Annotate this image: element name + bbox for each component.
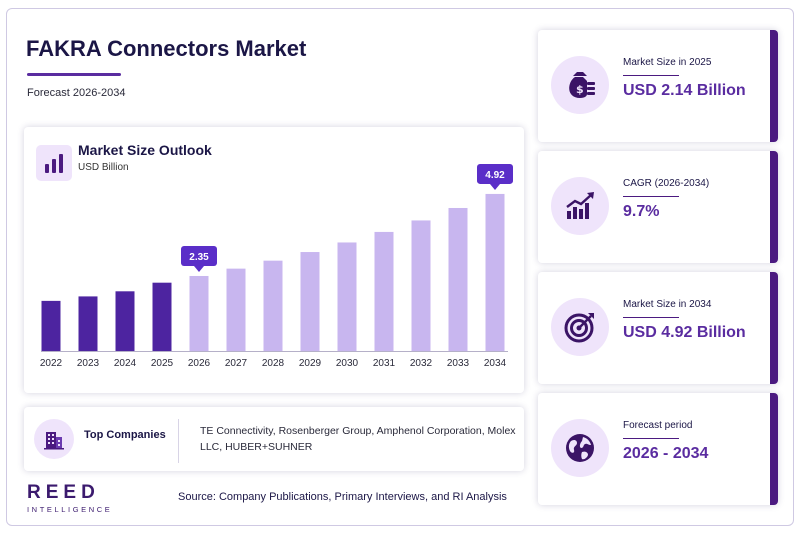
source-note: Source: Company Publications, Primary In… xyxy=(178,491,507,503)
kpi-value: USD 2.14 Billion xyxy=(623,82,746,99)
bar-2032 xyxy=(411,220,431,351)
callout-label: 4.92 xyxy=(485,170,505,181)
bar-2034 xyxy=(485,193,505,351)
page-subtitle: Forecast 2026-2034 xyxy=(27,87,126,99)
x-tick-label: 2028 xyxy=(262,358,285,369)
brand-logo: REED INTELLIGENCE xyxy=(27,482,112,514)
x-tick-label: 2034 xyxy=(484,358,507,369)
chart-card: Market Size Outlook USD Billion 2022 2023… xyxy=(24,127,524,393)
x-tick-label: 2027 xyxy=(225,358,248,369)
kpi-value: 2026 - 2034 xyxy=(623,445,709,462)
chart-title: Market Size Outlook xyxy=(78,142,212,158)
bar-2023 xyxy=(78,296,98,351)
x-tick-label: 2030 xyxy=(336,358,359,369)
x-tick-label: 2023 xyxy=(77,358,100,369)
top-companies-label: Top Companies xyxy=(84,429,166,441)
svg-text:$: $ xyxy=(576,83,584,96)
bar-2026 xyxy=(189,275,209,351)
kpi-underline xyxy=(623,317,679,318)
brand-name: REED xyxy=(27,482,100,503)
chart-unit: USD Billion xyxy=(78,162,129,173)
bar-2025 xyxy=(152,282,172,351)
kpi-card-market-size-2025: $ Market Size in 2025 USD 2.14 Billion xyxy=(538,30,778,142)
kpi-underline xyxy=(623,75,679,76)
bar-2031 xyxy=(374,231,394,351)
bar-2028 xyxy=(263,260,283,351)
bar-chart: 2022 2023 2024 2025 2026 2027 2028 2029 2030 2031… xyxy=(40,163,513,369)
kpi-label: Market Size in 2025 xyxy=(623,57,712,68)
globe-icon xyxy=(551,419,609,477)
x-tick-label: 2024 xyxy=(114,358,137,369)
kpi-card-market-size-2034: Market Size in 2034 USD 4.92 Billion xyxy=(538,272,778,384)
top-companies-card: Top Companies TE Connectivity, Rosenberg… xyxy=(24,407,524,471)
bar-2033 xyxy=(448,207,468,351)
x-tick-label: 2026 xyxy=(188,358,211,369)
kpi-card-cagr: CAGR (2026-2034) 9.7% xyxy=(538,151,778,263)
callout-label: 2.35 xyxy=(189,252,209,263)
target-icon xyxy=(551,298,609,356)
kpi-label: Forecast period xyxy=(623,420,693,431)
kpi-value: 9.7% xyxy=(623,203,660,220)
value-callout-4.92: 4.92 xyxy=(477,163,513,190)
kpi-underline xyxy=(623,438,679,439)
building-icon xyxy=(34,419,74,459)
x-tick-label: 2022 xyxy=(40,358,63,369)
bar-2027 xyxy=(226,268,246,351)
kpi-label: CAGR (2026-2034) xyxy=(623,178,710,189)
kpi-value: USD 4.92 Billion xyxy=(623,324,746,341)
kpi-card-forecast-period: Forecast period 2026 - 2034 xyxy=(538,393,778,505)
bar-2029 xyxy=(300,252,320,351)
bar-2030 xyxy=(337,242,357,351)
bar-2024 xyxy=(115,291,135,351)
kpi-underline xyxy=(623,196,679,197)
value-callout-2.35: 2.35 xyxy=(181,245,217,272)
x-tick-label: 2025 xyxy=(151,358,174,369)
x-tick-label: 2031 xyxy=(373,358,396,369)
money-bag-icon: $ xyxy=(551,56,609,114)
top-companies-list: TE Connectivity, Rosenberger Group, Amph… xyxy=(200,425,516,453)
bar-2022 xyxy=(41,300,61,351)
bar-chart-icon xyxy=(36,145,72,181)
x-tick-label: 2029 xyxy=(299,358,322,369)
kpi-label: Market Size in 2034 xyxy=(623,299,712,310)
brand-tagline: INTELLIGENCE xyxy=(27,505,113,514)
divider xyxy=(178,419,179,463)
growth-chart-icon xyxy=(551,177,609,235)
page-title: FAKRA Connectors Market xyxy=(26,36,307,61)
x-tick-label: 2032 xyxy=(410,358,433,369)
x-tick-label: 2033 xyxy=(447,358,470,369)
title-underline xyxy=(27,73,121,76)
